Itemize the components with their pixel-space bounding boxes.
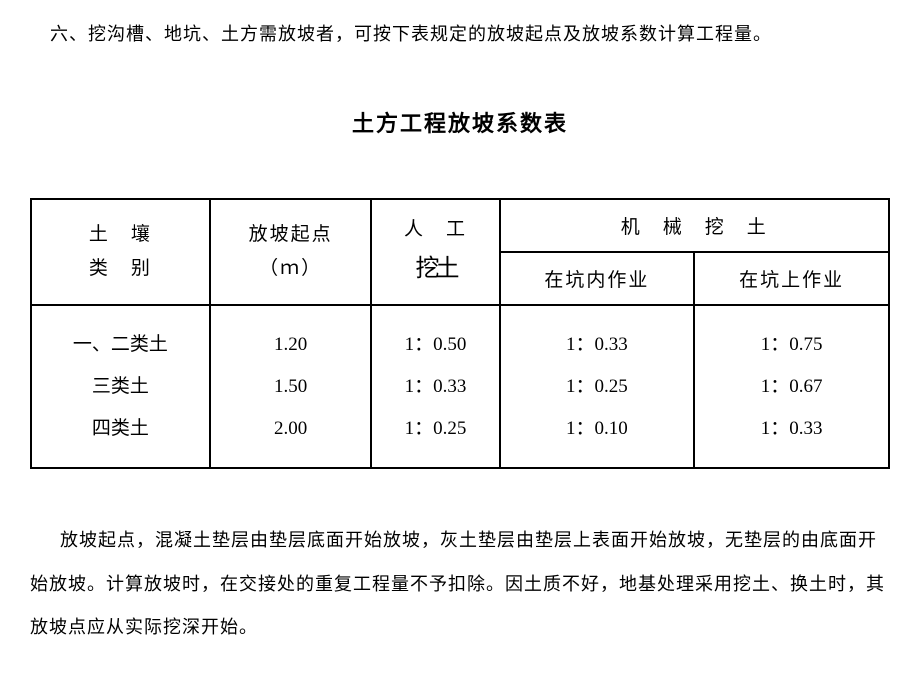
r2-start: 1.50 [274,376,307,397]
r1-manual: 1：0.50 [405,334,467,355]
r3-start: 2.00 [274,418,307,439]
header-soil-type-l1: 土 壤 [89,224,152,245]
header-machine: 机 械 挖 土 [500,199,889,252]
header-slope-start: 放坡起点 （ｍ） [210,199,371,305]
header-soil-type-l2: 类 别 [89,258,152,279]
cell-on-pit: 1：0.75 1：0.67 1：0.33 [694,305,889,468]
header-slope-start-l2: （ｍ） [259,258,322,279]
footer-paragraph: 放坡起点，混凝土垫层由垫层底面开始放坡，灰土垫层由垫层上表面开始放坡，无垫层的由… [30,519,890,649]
intro-paragraph: 六、挖沟槽、地坑、土方需放坡者，可按下表规定的放坡起点及放坡系数计算工程量。 [50,20,890,46]
header-in-pit: 在坑内作业 [500,252,695,305]
r1-start: 1.20 [274,334,307,355]
slope-coefficient-table: 土 壤 类 别 放坡起点 （ｍ） 人 工 挖土 机 械 挖 土 在坑内作业 在坑… [30,198,890,469]
cell-soil-type: 一、二类土 三类土 四类土 [31,305,210,468]
cell-in-pit: 1：0.33 1：0.25 1：0.10 [500,305,695,468]
header-on-pit: 在坑上作业 [694,252,889,305]
r2-type: 三类土 [92,376,149,397]
r2-manual: 1：0.33 [405,376,467,397]
cell-slope-start: 1.20 1.50 2.00 [210,305,371,468]
r1-in-pit: 1：0.33 [566,334,628,355]
r3-manual: 1：0.25 [405,418,467,439]
header-manual-l2: 挖土 [415,256,455,282]
table-title: 土方工程放坡系数表 [30,106,890,138]
header-soil-type: 土 壤 类 别 [31,199,210,305]
r3-on-pit: 1：0.33 [761,418,823,439]
r1-on-pit: 1：0.75 [761,334,823,355]
cell-manual: 1：0.50 1：0.33 1：0.25 [371,305,499,468]
header-slope-start-l1: 放坡起点 [249,224,333,245]
r3-type: 四类土 [92,418,149,439]
r2-on-pit: 1：0.67 [761,376,823,397]
r1-type: 一、二类土 [73,334,168,355]
r2-in-pit: 1：0.25 [566,376,628,397]
r3-in-pit: 1：0.10 [566,418,628,439]
table-row: 一、二类土 三类土 四类土 1.20 1.50 2.00 1：0.50 1：0.… [31,305,889,468]
header-manual: 人 工 挖土 [371,199,499,305]
header-manual-l1: 人 工 [404,219,467,240]
